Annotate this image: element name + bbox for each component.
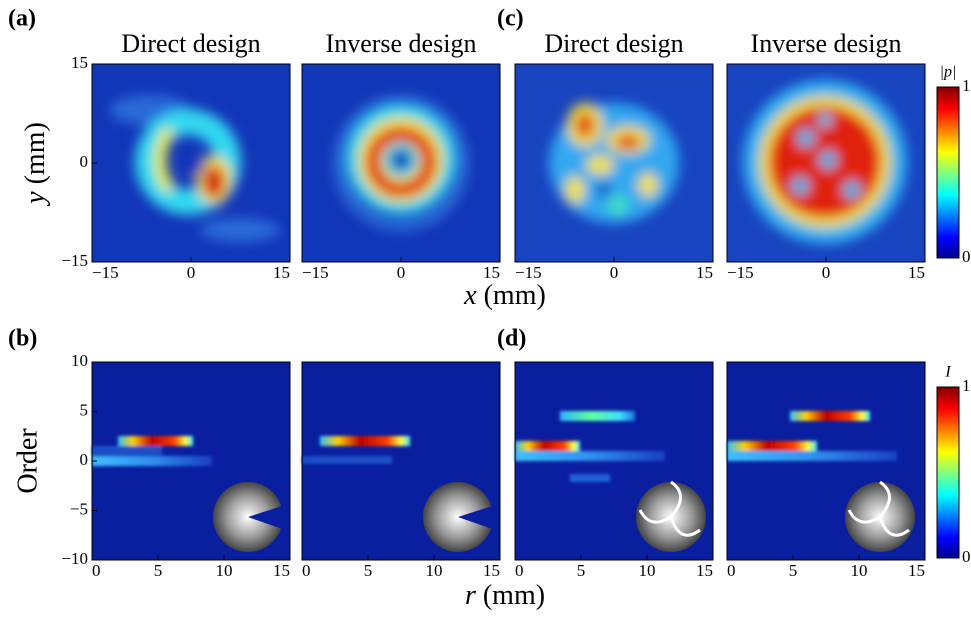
panel-title: Direct design xyxy=(544,29,683,58)
field-image xyxy=(92,64,290,262)
x-tick-label: 5 xyxy=(154,561,163,580)
panel-title: Inverse design xyxy=(326,29,477,58)
axis-unit: (mm) xyxy=(484,280,546,311)
x-tick-label: 15 xyxy=(273,561,290,580)
panel-title: Direct design xyxy=(121,29,260,58)
y-tick-label: −5 xyxy=(70,499,88,518)
x-tick-label: 5 xyxy=(364,561,373,580)
x-axis-label: x(mm) xyxy=(463,280,546,311)
axis-unit: (mm) xyxy=(20,122,51,184)
y-tick-label: 10 xyxy=(71,351,88,370)
page: Direct design−15015−15015Inverse design−… xyxy=(0,0,971,621)
x-axis-label: r(mm) xyxy=(465,580,545,611)
axis-symbol: y xyxy=(20,191,51,207)
y-axis-label: y (mm) xyxy=(20,122,51,207)
x-tick-label: 0 xyxy=(727,561,736,580)
colorbar-tick-label: 1 xyxy=(962,76,971,95)
field-image xyxy=(515,64,713,262)
panel-label: (b) xyxy=(8,326,37,352)
colorbar-label: I xyxy=(944,364,951,381)
x-tick-label: 0 xyxy=(397,263,406,282)
x-tick-label: −15 xyxy=(515,263,542,282)
colorbar-label: |p| xyxy=(940,64,957,81)
field-image xyxy=(302,64,500,262)
x-tick-label: 10 xyxy=(216,561,233,580)
y-tick-label: 5 xyxy=(80,400,89,419)
x-tick-label: −15 xyxy=(92,263,119,282)
colorbar-tick-label: 0 xyxy=(962,247,971,266)
x-tick-label: 15 xyxy=(908,561,925,580)
x-tick-label: 5 xyxy=(789,561,798,580)
mode-image xyxy=(515,362,713,560)
field-image xyxy=(727,64,925,262)
mode-image xyxy=(727,362,925,560)
x-tick-label: 15 xyxy=(696,263,713,282)
y-tick-label: −10 xyxy=(61,549,88,568)
x-tick-label: 15 xyxy=(908,263,925,282)
axis-unit: (mm) xyxy=(483,580,545,611)
panel-label: (a) xyxy=(8,6,36,32)
axis-symbol: r xyxy=(465,580,476,611)
x-tick-label: 15 xyxy=(273,263,290,282)
x-tick-label: 10 xyxy=(851,561,868,580)
x-tick-label: 0 xyxy=(302,561,311,580)
x-tick-label: −15 xyxy=(302,263,329,282)
x-tick-label: 0 xyxy=(187,263,196,282)
axis-symbol: x xyxy=(463,280,477,311)
x-tick-label: 15 xyxy=(696,561,713,580)
colorbar xyxy=(937,87,959,258)
y-tick-label: 0 xyxy=(80,450,89,469)
colorbar-tick-label: 0 xyxy=(962,547,971,566)
y-tick-label: 0 xyxy=(80,152,89,171)
colorbar-tick-label: 1 xyxy=(962,376,971,395)
y-tick-label: 15 xyxy=(71,53,88,72)
x-tick-label: 15 xyxy=(483,263,500,282)
panel-label: (c) xyxy=(497,6,524,32)
panel-label: (d) xyxy=(497,326,526,352)
x-tick-label: 15 xyxy=(483,561,500,580)
x-tick-label: 5 xyxy=(577,561,586,580)
x-tick-label: 0 xyxy=(515,561,524,580)
figure: Direct design−15015−15015Inverse design−… xyxy=(0,0,971,621)
colorbar xyxy=(937,387,959,558)
mode-image xyxy=(302,362,500,560)
x-tick-label: 0 xyxy=(610,263,619,282)
x-tick-label: 10 xyxy=(426,561,443,580)
x-tick-label: 0 xyxy=(822,263,831,282)
x-tick-label: 0 xyxy=(92,561,101,580)
mode-image xyxy=(92,362,290,560)
y-tick-label: −15 xyxy=(61,251,88,270)
x-tick-label: 10 xyxy=(639,561,656,580)
y-axis-label: Order xyxy=(12,428,43,494)
x-tick-label: −15 xyxy=(727,263,754,282)
panel-title: Inverse design xyxy=(751,29,902,58)
